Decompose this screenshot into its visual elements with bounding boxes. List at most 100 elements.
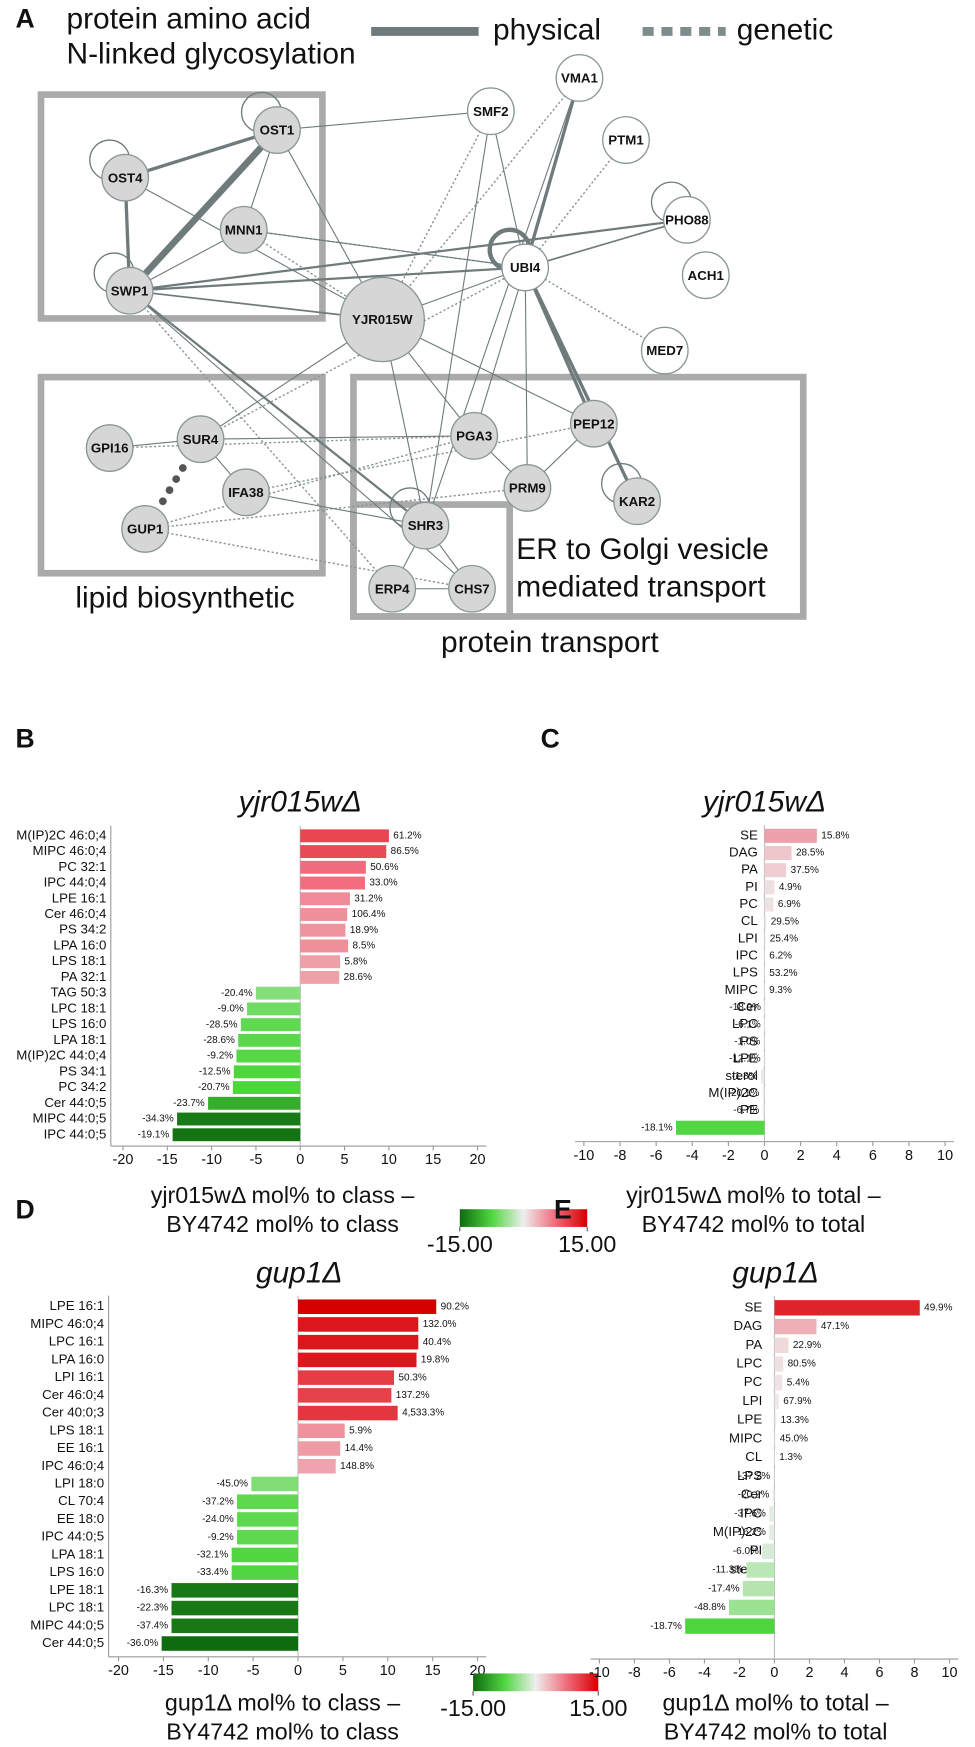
bar — [763, 1052, 765, 1067]
bar-label: -34.3% — [142, 1114, 174, 1125]
genetic-edge — [109, 435, 475, 449]
x-tick-label: 0 — [294, 1663, 302, 1679]
genetic-edge — [245, 422, 595, 494]
node — [105, 266, 154, 315]
category-label: IPC 44:0;5 — [44, 1126, 107, 1141]
bar — [762, 1103, 765, 1118]
bar-label: 61.2% — [393, 830, 421, 841]
category-label: PI — [750, 1543, 763, 1558]
colorbar — [459, 1209, 588, 1227]
bar — [231, 1547, 299, 1563]
bar-label: 13.3% — [781, 1415, 809, 1426]
bar — [772, 1487, 775, 1503]
panel-letter: A — [16, 3, 35, 33]
bar — [764, 914, 767, 929]
category-label: Cer — [736, 999, 758, 1014]
colorbar-label: 15.00 — [558, 1231, 616, 1257]
genetic-edge — [524, 139, 627, 268]
x-tick-label: 6 — [875, 1665, 883, 1681]
node-label: YJR015W — [352, 312, 413, 327]
category-label: PS — [740, 1033, 758, 1048]
bar-label: -32.1% — [197, 1550, 229, 1561]
legend-label: physical — [493, 13, 601, 46]
bar — [298, 1441, 341, 1456]
bar — [764, 863, 787, 878]
node-label: ACH1 — [688, 268, 725, 283]
panel-letter: C — [541, 724, 560, 754]
colorbar-label: -15.00 — [440, 1695, 506, 1721]
category-label: LPS — [733, 965, 758, 980]
bar — [172, 1128, 301, 1142]
bar-label: 148.8% — [340, 1461, 374, 1472]
x-axis-label: yjr015wΔ mol% to class – — [151, 1182, 415, 1208]
category-label: LPC — [732, 1016, 758, 1031]
bar-label: -20.2% — [738, 1490, 770, 1501]
bar — [774, 1337, 789, 1353]
bar — [247, 1002, 301, 1016]
bar — [300, 892, 350, 906]
bar-label: -18.1% — [641, 1122, 673, 1133]
node — [501, 243, 550, 292]
group-label: lipid biosynthetic — [75, 582, 294, 615]
bar — [232, 1081, 301, 1095]
x-tick-label: -4 — [698, 1665, 711, 1681]
bar-label: 4.9% — [779, 882, 802, 893]
category-label: EE 18:0 — [57, 1511, 104, 1526]
node-label: SHR3 — [408, 518, 443, 533]
x-tick-label: 0 — [296, 1152, 304, 1168]
x-tick-label: 20 — [470, 1152, 486, 1168]
bar-label: 25.4% — [770, 934, 798, 945]
category-label: LPI — [738, 930, 758, 945]
category-label: LPS 16:0 — [52, 1016, 107, 1031]
bar-label: -6.7% — [733, 1105, 759, 1116]
node-label: MED7 — [646, 343, 683, 358]
bar — [774, 1412, 777, 1428]
node — [569, 399, 618, 448]
physical-edge — [523, 77, 582, 268]
bar — [764, 1017, 765, 1032]
x-tick-label: -20 — [108, 1663, 129, 1679]
node — [401, 501, 450, 550]
physical-edge — [243, 229, 526, 268]
bar — [764, 828, 817, 843]
x-tick-label: -8 — [614, 1148, 627, 1164]
bar-label: 9.3% — [769, 985, 792, 996]
bar — [774, 1393, 779, 1410]
bar-label: -20.1% — [728, 1088, 760, 1099]
category-label: LPA 16:0 — [51, 1351, 104, 1366]
chart-title: yjr015wΔ — [237, 786, 362, 819]
node-label: SMF2 — [473, 104, 508, 119]
x-tick-label: 2 — [797, 1148, 805, 1164]
bar-label: 47.1% — [821, 1321, 849, 1332]
x-tick-label: -5 — [247, 1663, 260, 1679]
bar — [762, 1086, 765, 1101]
physical-edge — [424, 111, 492, 526]
bar-label: -16.3% — [137, 1585, 169, 1596]
bar — [764, 880, 775, 895]
category-label: MIPC 46:0;4 — [33, 843, 107, 858]
bar-label: -12.1% — [729, 1054, 761, 1065]
bar-label: 6.9% — [778, 899, 801, 910]
x-axis-label: yjr015wΔ mol% to total – — [626, 1182, 881, 1208]
x-tick-label: 0 — [770, 1665, 778, 1681]
bar-label: 86.5% — [391, 846, 419, 857]
bar — [764, 845, 792, 861]
node-label: MNN1 — [225, 222, 263, 237]
node-label: OST1 — [260, 123, 295, 138]
bar — [760, 1069, 765, 1084]
node — [503, 464, 552, 512]
node-label: SUR4 — [183, 432, 219, 447]
bar-label: -28.5% — [206, 1019, 238, 1030]
x-tick-label: -6 — [663, 1665, 676, 1681]
bar — [764, 983, 766, 998]
bar-label: -48.8% — [694, 1602, 726, 1613]
x-tick-label: 4 — [840, 1665, 848, 1681]
bar-label: 49.9% — [924, 1302, 952, 1313]
bar-label: -37.2% — [739, 1471, 771, 1482]
physical-edge — [524, 267, 528, 488]
genetic-edge — [144, 435, 475, 530]
bar-label: -45.0% — [216, 1479, 248, 1490]
chart-title: yjr015wΔ — [701, 786, 826, 819]
